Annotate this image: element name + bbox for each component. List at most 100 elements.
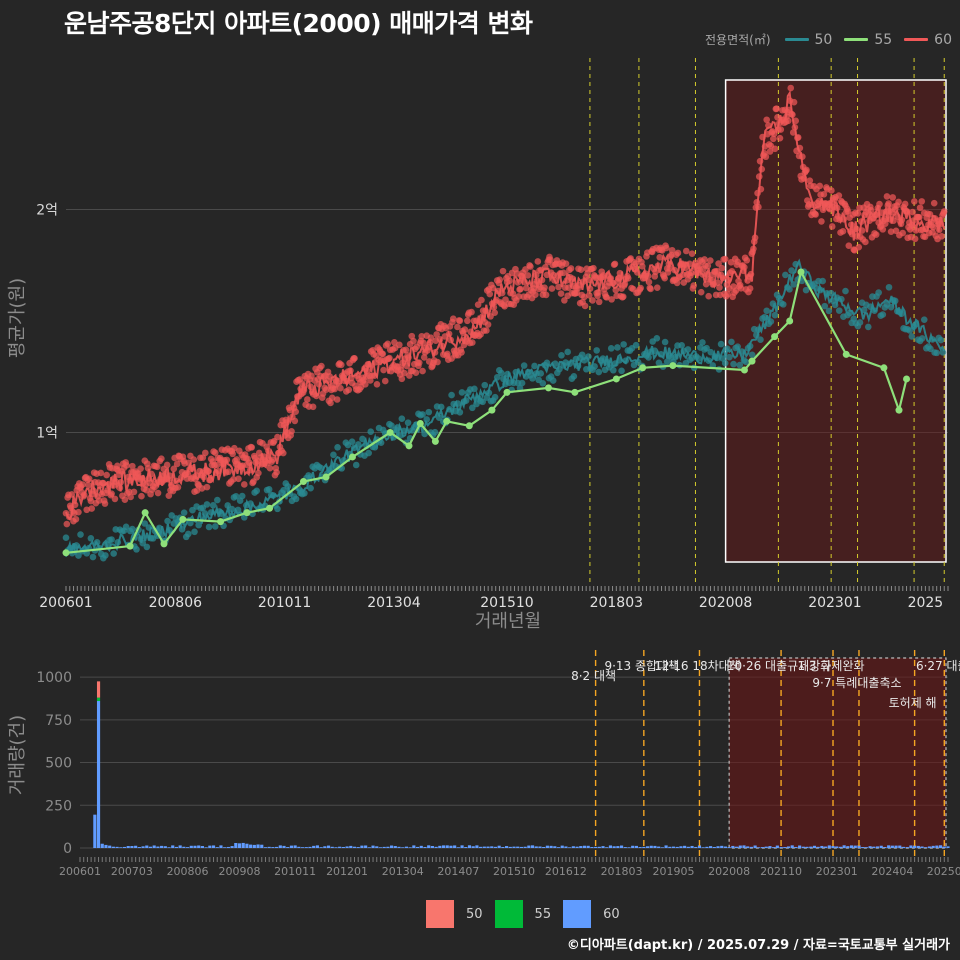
scatter-point-50 xyxy=(307,484,314,492)
scatter-point-50 xyxy=(856,319,864,326)
scatter-point-60 xyxy=(784,117,792,125)
vol-bar xyxy=(712,846,716,848)
scatter-point-60 xyxy=(668,246,676,254)
scatter-point-60 xyxy=(581,302,589,310)
scatter-point-50 xyxy=(564,348,571,356)
scatter-point-60 xyxy=(235,475,242,483)
series-point-55 xyxy=(639,364,647,372)
vol-bar xyxy=(338,846,342,848)
scatter-point-50 xyxy=(607,345,615,352)
scatter-point-50 xyxy=(203,501,211,508)
scatter-point-60 xyxy=(173,460,181,468)
scatter-point-50 xyxy=(77,531,84,538)
scatter-point-50 xyxy=(348,438,356,445)
vol-policy-label-7: 6·27 대출 xyxy=(916,659,960,673)
vol-bar xyxy=(490,846,494,848)
vol-bar xyxy=(690,845,694,848)
scatter-point-50 xyxy=(253,487,261,495)
scatter-point-60 xyxy=(590,264,597,272)
vol-bar xyxy=(820,845,824,848)
y-axis-title: 평균가(원) xyxy=(7,278,28,358)
scatter-point-60 xyxy=(855,243,863,251)
scatter-point-60 xyxy=(273,469,280,476)
series-point-55 xyxy=(126,542,134,550)
series-point-55 xyxy=(443,417,451,425)
vol-bar xyxy=(586,845,590,848)
scatter-point-60 xyxy=(103,471,110,479)
series-point-55 xyxy=(322,473,330,481)
scatter-point-60 xyxy=(412,369,420,376)
vol-x-tick-label: 202404 xyxy=(871,865,913,878)
vol-bar-60 xyxy=(96,701,101,848)
vol-y-tick-label: 250 xyxy=(45,798,72,814)
scatter-point-60 xyxy=(806,177,814,184)
scatter-point-60 xyxy=(534,258,542,265)
scatter-point-60 xyxy=(478,296,485,304)
vol-bar-60 xyxy=(104,844,108,848)
scatter-point-60 xyxy=(202,449,209,457)
scatter-point-60 xyxy=(449,315,457,322)
scatter-point-60 xyxy=(663,244,670,252)
scatter-point-60 xyxy=(546,256,554,263)
scatter-point-60 xyxy=(398,375,406,383)
vol-bar xyxy=(119,847,123,848)
scatter-point-50 xyxy=(620,341,627,348)
scatter-point-60 xyxy=(777,126,785,133)
scatter-point-50 xyxy=(570,373,578,380)
scatter-point-50 xyxy=(920,316,928,323)
vol-bar xyxy=(946,846,950,848)
scatter-point-60 xyxy=(603,294,610,301)
legend-top-swatch-55 xyxy=(844,38,869,41)
scatter-point-60 xyxy=(401,369,408,377)
scatter-point-60 xyxy=(918,198,926,205)
vol-bar xyxy=(864,847,868,848)
scatter-point-60 xyxy=(153,463,161,471)
vol-bar xyxy=(868,846,872,848)
vol-bar xyxy=(939,845,943,848)
scatter-point-50 xyxy=(211,523,219,530)
vol-bar xyxy=(883,846,887,848)
scatter-point-60 xyxy=(790,98,798,106)
scatter-point-50 xyxy=(835,307,843,314)
vol-bar xyxy=(145,845,149,848)
scatter-point-50 xyxy=(742,358,750,366)
series-point-55 xyxy=(488,406,496,414)
legend-top-label-50: 50 xyxy=(814,31,833,48)
vol-bar xyxy=(256,844,260,848)
scatter-point-50 xyxy=(437,403,445,411)
scatter-point-50 xyxy=(89,553,97,561)
scatter-point-60 xyxy=(766,148,774,155)
vol-bar xyxy=(564,846,568,848)
legend-top-swatch-50 xyxy=(784,38,809,41)
scatter-point-60 xyxy=(83,506,91,514)
scatter-point-60 xyxy=(506,277,513,285)
scatter-point-60 xyxy=(522,284,530,292)
vol-bar xyxy=(838,846,843,848)
vol-bar xyxy=(935,845,939,848)
scatter-point-60 xyxy=(255,469,262,477)
series-point-55 xyxy=(416,420,424,428)
scatter-point-60 xyxy=(123,462,130,469)
scatter-point-50 xyxy=(388,422,395,429)
vol-bar xyxy=(445,845,449,848)
vol-bar xyxy=(553,846,557,848)
vol-bar xyxy=(835,846,839,848)
vol-bar-60 xyxy=(93,814,97,848)
vol-bar xyxy=(816,846,820,848)
scatter-point-60 xyxy=(653,284,661,291)
vol-bar xyxy=(801,846,805,848)
vol-bar xyxy=(853,845,857,848)
vol-bar xyxy=(193,845,197,848)
vol-bar xyxy=(453,845,457,848)
series-point-55 xyxy=(62,549,70,557)
vol-bar-60 xyxy=(108,845,112,848)
vol-bar xyxy=(367,847,371,848)
vol-bar xyxy=(182,846,186,848)
scatter-point-60 xyxy=(879,226,887,233)
vol-bar xyxy=(924,847,928,848)
legend-top-swatch-60 xyxy=(904,38,929,41)
vol-bar xyxy=(126,846,130,848)
series-point-55 xyxy=(797,268,805,276)
scatter-point-60 xyxy=(274,433,281,441)
scatter-point-60 xyxy=(652,268,659,276)
